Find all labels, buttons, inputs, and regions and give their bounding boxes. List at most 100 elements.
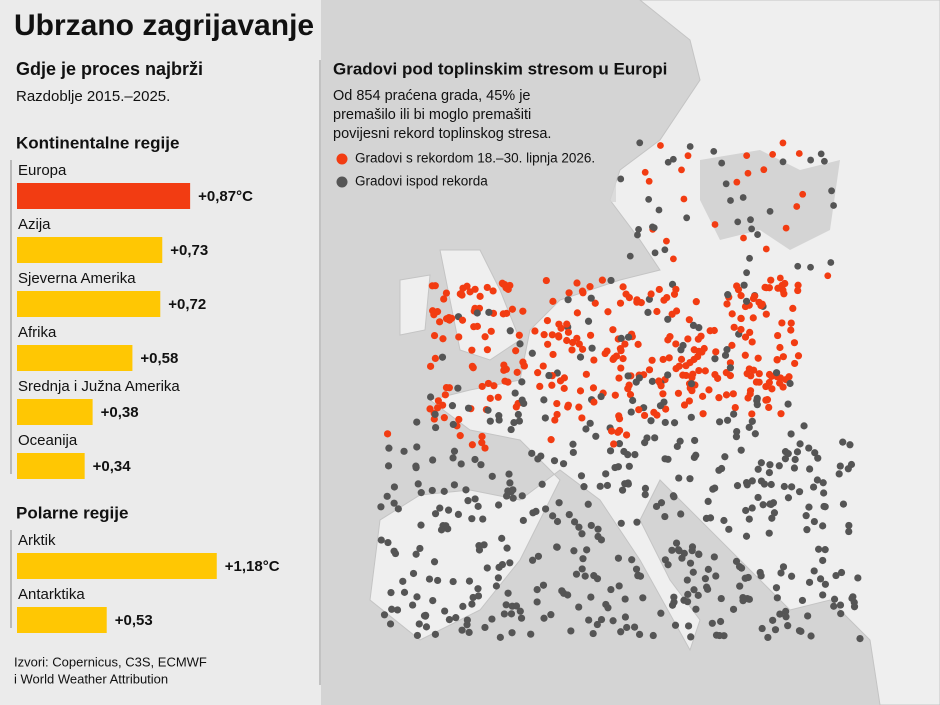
city-dot (449, 577, 457, 586)
city-dot (779, 563, 788, 571)
city-dot (768, 385, 776, 393)
city-dot (649, 631, 657, 640)
city-dot (782, 607, 790, 615)
city-dot (795, 488, 804, 496)
city-dot (417, 489, 425, 497)
city-dot (484, 379, 493, 388)
value-label: +0,53 (115, 612, 153, 629)
city-dot (648, 377, 656, 385)
city-dot (765, 378, 773, 387)
city-dot (748, 338, 756, 346)
city-dot (534, 455, 542, 463)
map (321, 0, 940, 705)
city-dot (540, 331, 548, 339)
city-dot (772, 584, 781, 592)
city-dot (437, 526, 446, 534)
city-dot (854, 574, 862, 582)
map-title: Gradovi pod toplinskim stresom u Europi (333, 59, 667, 78)
city-dot (617, 364, 625, 372)
city-dot (639, 594, 647, 602)
city-dot (739, 194, 747, 201)
city-dot (795, 150, 803, 157)
city-dot (803, 526, 811, 534)
city-dot (666, 333, 674, 341)
city-dot (465, 577, 474, 585)
city-dot (790, 464, 799, 472)
city-dot (512, 602, 521, 610)
city-dot (569, 448, 577, 457)
city-dot (434, 576, 442, 585)
city-dot (615, 415, 624, 423)
city-dot (662, 405, 670, 413)
city-dot (515, 417, 524, 425)
map-description: Od 854 praćena grada, 45% je (333, 88, 531, 104)
city-dot (631, 450, 639, 459)
city-dot (710, 326, 718, 335)
city-dot (577, 472, 586, 480)
city-dot (736, 582, 744, 590)
city-dot (634, 572, 642, 580)
city-dot (704, 497, 712, 506)
city-dot (583, 546, 591, 554)
city-dot (420, 612, 429, 620)
city-dot (588, 344, 596, 352)
city-dot (786, 379, 794, 388)
city-dot (746, 328, 754, 337)
city-dot (844, 465, 852, 473)
city-dot (499, 310, 507, 318)
city-dot (755, 378, 763, 386)
city-dot (728, 341, 736, 349)
city-dot (732, 433, 741, 441)
city-dot (775, 462, 783, 470)
city-dot (444, 506, 453, 514)
city-dot (572, 570, 581, 578)
city-dot (726, 364, 735, 372)
city-dot (850, 603, 859, 611)
city-dot (431, 282, 439, 290)
city-dot (587, 593, 595, 601)
city-dot (492, 582, 501, 590)
bar (17, 399, 93, 425)
city-dot (597, 615, 606, 624)
city-dot (680, 195, 688, 203)
city-dot (820, 157, 828, 165)
city-dot (704, 585, 712, 593)
city-dot (553, 517, 562, 526)
city-dot (729, 390, 737, 398)
city-dot (816, 575, 825, 583)
city-dot (508, 629, 516, 637)
city-dot (500, 610, 508, 618)
city-dot (664, 371, 672, 379)
city-dot (513, 368, 521, 376)
city-dot (819, 556, 827, 565)
city-dot (481, 444, 489, 452)
city-dot (601, 349, 609, 358)
city-dot (471, 455, 479, 464)
city-dot (845, 521, 853, 530)
city-dot (652, 502, 661, 511)
city-dot (733, 482, 742, 490)
city-dot (791, 359, 799, 368)
city-dot (793, 448, 802, 456)
city-dot (815, 545, 823, 553)
city-dot (745, 423, 753, 431)
city-dot (689, 370, 697, 378)
city-dot (611, 463, 619, 472)
city-dot (796, 440, 804, 448)
city-dot (587, 294, 595, 302)
city-dot (739, 593, 747, 602)
city-dot (766, 500, 774, 508)
city-dot (810, 517, 818, 526)
city-dot (455, 415, 463, 424)
city-dot (790, 339, 799, 347)
city-dot (477, 461, 485, 469)
city-dot (518, 378, 526, 386)
city-dot (478, 439, 486, 447)
city-dot (503, 492, 511, 500)
city-dot (750, 366, 758, 374)
city-dot (830, 602, 838, 610)
city-dot (485, 308, 493, 316)
city-dot (442, 289, 451, 297)
city-dot (839, 500, 848, 508)
city-dot (506, 479, 514, 487)
